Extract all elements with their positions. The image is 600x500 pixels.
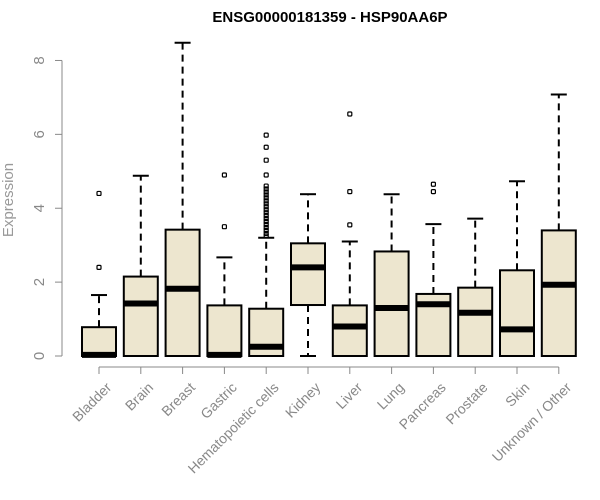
outlier-point [263,201,269,207]
box-iqr [122,275,159,358]
chart-title: ENSG00000181359 - HSP90AA6P [212,9,447,26]
outlier-point [263,172,269,178]
boxes-group [81,41,577,358]
outlier-point [430,189,436,195]
box-gastric [206,172,243,358]
outlier-point [263,144,269,150]
outlier-point [263,230,269,236]
x-tick-label: Breast [158,379,198,419]
outlier-point [263,227,269,233]
outlier-point [263,221,269,228]
box-iqr [457,286,494,357]
box-iqr [373,250,410,357]
x-tick-label: Liver [332,379,365,412]
x-tick-label: Bladder [69,379,115,425]
outlier-point [263,233,269,239]
outlier-point [263,207,269,213]
outlier-point [263,198,269,204]
outlier-point [263,157,269,163]
box-pancreas [415,181,452,357]
outlier-point [263,210,269,216]
box-lung [373,193,410,357]
outlier-point [263,192,269,198]
box-iqr [540,229,577,357]
x-tick-label: Kidney [282,379,324,421]
outlier-point [221,172,227,178]
outlier-point [96,264,102,270]
x-tick-label: Lung [374,379,407,412]
y-tick-label: 2 [31,278,48,286]
box-unknown-other [540,93,577,357]
box-iqr [164,228,201,357]
outlier-point [263,204,269,210]
outlier-point [263,186,269,192]
outlier-point [263,215,269,222]
y-axis: 0 2 4 6 8 [31,56,63,360]
box-breast [164,41,201,357]
box-bladder [81,190,117,358]
x-tick-label: Skin [502,379,533,410]
box-hematopoietic-cells [248,132,285,358]
outlier-point [430,181,436,187]
x-tick-label: Prostate [442,379,490,427]
box-kidney [290,193,326,357]
y-tick-label: 4 [31,204,48,212]
y-tick-label: 0 [31,352,48,360]
box-prostate [457,217,494,357]
y-tick-label: 6 [31,130,48,138]
outlier-point [347,189,353,195]
outlier-point [263,218,269,225]
outlier-point [347,222,353,228]
outlier-point [263,183,269,189]
box-iqr [331,304,368,358]
box-iqr [81,326,117,357]
box-iqr [499,269,535,358]
x-tick-label: Brain [122,379,156,413]
outlier-point [347,111,353,117]
outlier-point [263,224,269,231]
outlier-point [263,189,269,195]
x-tick-label: Unknown / Other [489,379,575,465]
y-tick-label: 8 [31,56,48,64]
y-axis-label: Expression [0,163,17,237]
outlier-point [96,190,102,197]
outlier-point [221,224,227,230]
outlier-point [263,213,269,219]
box-skin [499,180,535,358]
outlier-point [263,132,269,138]
box-liver [331,111,368,358]
box-brain [122,174,159,358]
box-iqr [290,242,326,307]
outlier-point [263,195,269,201]
box-iqr [206,304,243,358]
